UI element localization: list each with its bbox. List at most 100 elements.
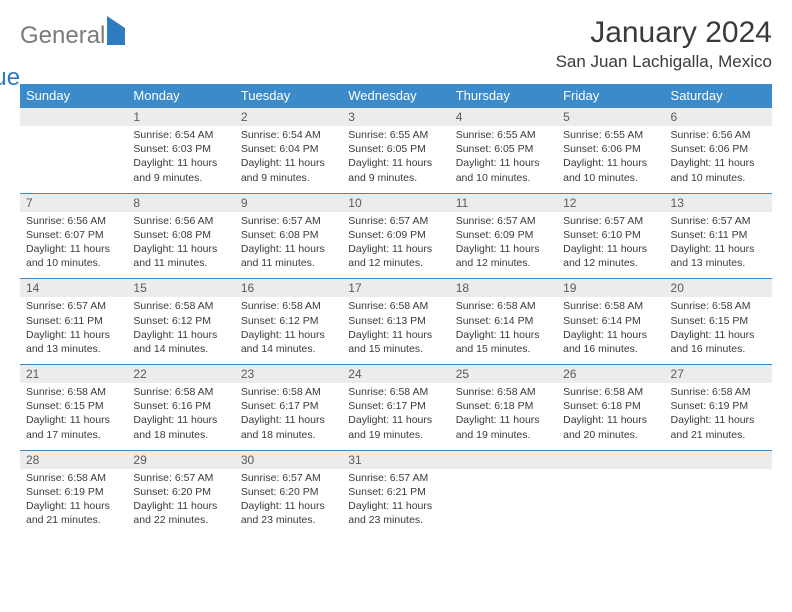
daylight-line: Daylight: 11 hours and 19 minutes. bbox=[456, 413, 551, 441]
sunrise-line: Sunrise: 6:58 AM bbox=[241, 385, 336, 399]
sunrise-line: Sunrise: 6:57 AM bbox=[456, 214, 551, 228]
calendar-cell: 23Sunrise: 6:58 AMSunset: 6:17 PMDayligh… bbox=[235, 365, 342, 451]
sunrise-line: Sunrise: 6:58 AM bbox=[456, 299, 551, 313]
empty-daynum bbox=[20, 108, 127, 126]
calendar-cell: 29Sunrise: 6:57 AMSunset: 6:20 PMDayligh… bbox=[127, 450, 234, 535]
day-number: 27 bbox=[665, 365, 772, 383]
day-details: Sunrise: 6:58 AMSunset: 6:17 PMDaylight:… bbox=[235, 383, 342, 450]
daylight-line: Daylight: 11 hours and 10 minutes. bbox=[456, 156, 551, 184]
sunrise-line: Sunrise: 6:54 AM bbox=[133, 128, 228, 142]
daylight-line: Daylight: 11 hours and 16 minutes. bbox=[563, 328, 658, 356]
day-number: 10 bbox=[342, 194, 449, 212]
daylight-line: Daylight: 11 hours and 15 minutes. bbox=[348, 328, 443, 356]
day-number: 11 bbox=[450, 194, 557, 212]
day-number: 3 bbox=[342, 108, 449, 126]
day-header: Saturday bbox=[665, 84, 772, 108]
day-number: 8 bbox=[127, 194, 234, 212]
sunrise-line: Sunrise: 6:57 AM bbox=[241, 471, 336, 485]
calendar-cell: 2Sunrise: 6:54 AMSunset: 6:04 PMDaylight… bbox=[235, 108, 342, 194]
sunset-line: Sunset: 6:12 PM bbox=[133, 314, 228, 328]
day-details: Sunrise: 6:57 AMSunset: 6:20 PMDaylight:… bbox=[235, 469, 342, 536]
sunset-line: Sunset: 6:11 PM bbox=[26, 314, 121, 328]
daylight-line: Daylight: 11 hours and 9 minutes. bbox=[241, 156, 336, 184]
calendar-cell: 24Sunrise: 6:58 AMSunset: 6:17 PMDayligh… bbox=[342, 365, 449, 451]
calendar-cell: 13Sunrise: 6:57 AMSunset: 6:11 PMDayligh… bbox=[665, 193, 772, 279]
header: General Blue January 2024 San Juan Lachi… bbox=[20, 16, 772, 78]
sunset-line: Sunset: 6:08 PM bbox=[133, 228, 228, 242]
daylight-line: Daylight: 11 hours and 10 minutes. bbox=[563, 156, 658, 184]
sunset-line: Sunset: 6:18 PM bbox=[563, 399, 658, 413]
daylight-line: Daylight: 11 hours and 12 minutes. bbox=[563, 242, 658, 270]
day-number: 19 bbox=[557, 279, 664, 297]
daylight-line: Daylight: 11 hours and 13 minutes. bbox=[671, 242, 766, 270]
sunset-line: Sunset: 6:09 PM bbox=[348, 228, 443, 242]
sunset-line: Sunset: 6:17 PM bbox=[241, 399, 336, 413]
day-number: 25 bbox=[450, 365, 557, 383]
calendar-cell bbox=[450, 450, 557, 535]
sunrise-line: Sunrise: 6:57 AM bbox=[671, 214, 766, 228]
calendar-cell: 12Sunrise: 6:57 AMSunset: 6:10 PMDayligh… bbox=[557, 193, 664, 279]
sunrise-line: Sunrise: 6:57 AM bbox=[26, 299, 121, 313]
month-title: January 2024 bbox=[556, 16, 772, 50]
sunrise-line: Sunrise: 6:58 AM bbox=[241, 299, 336, 313]
calendar-week-row: 21Sunrise: 6:58 AMSunset: 6:15 PMDayligh… bbox=[20, 365, 772, 451]
sunset-line: Sunset: 6:07 PM bbox=[26, 228, 121, 242]
sunset-line: Sunset: 6:15 PM bbox=[671, 314, 766, 328]
sunset-line: Sunset: 6:20 PM bbox=[241, 485, 336, 499]
day-number: 15 bbox=[127, 279, 234, 297]
daylight-line: Daylight: 11 hours and 15 minutes. bbox=[456, 328, 551, 356]
calendar-cell bbox=[557, 450, 664, 535]
calendar-body: 1Sunrise: 6:54 AMSunset: 6:03 PMDaylight… bbox=[20, 108, 772, 536]
calendar-cell: 6Sunrise: 6:56 AMSunset: 6:06 PMDaylight… bbox=[665, 108, 772, 194]
sunset-line: Sunset: 6:13 PM bbox=[348, 314, 443, 328]
sunrise-line: Sunrise: 6:55 AM bbox=[563, 128, 658, 142]
day-details: Sunrise: 6:58 AMSunset: 6:15 PMDaylight:… bbox=[20, 383, 127, 450]
day-number: 22 bbox=[127, 365, 234, 383]
daylight-line: Daylight: 11 hours and 21 minutes. bbox=[26, 499, 121, 527]
sunset-line: Sunset: 6:19 PM bbox=[671, 399, 766, 413]
day-details: Sunrise: 6:58 AMSunset: 6:15 PMDaylight:… bbox=[665, 297, 772, 364]
day-details: Sunrise: 6:58 AMSunset: 6:16 PMDaylight:… bbox=[127, 383, 234, 450]
day-details: Sunrise: 6:58 AMSunset: 6:18 PMDaylight:… bbox=[557, 383, 664, 450]
day-details: Sunrise: 6:57 AMSunset: 6:11 PMDaylight:… bbox=[20, 297, 127, 364]
calendar-week-row: 1Sunrise: 6:54 AMSunset: 6:03 PMDaylight… bbox=[20, 108, 772, 194]
calendar-cell: 7Sunrise: 6:56 AMSunset: 6:07 PMDaylight… bbox=[20, 193, 127, 279]
calendar-week-row: 14Sunrise: 6:57 AMSunset: 6:11 PMDayligh… bbox=[20, 279, 772, 365]
day-details: Sunrise: 6:55 AMSunset: 6:06 PMDaylight:… bbox=[557, 126, 664, 193]
day-details: Sunrise: 6:57 AMSunset: 6:20 PMDaylight:… bbox=[127, 469, 234, 536]
brand-text-general: General bbox=[20, 22, 105, 49]
day-number: 26 bbox=[557, 365, 664, 383]
day-number: 18 bbox=[450, 279, 557, 297]
empty-daynum bbox=[557, 451, 664, 469]
day-details: Sunrise: 6:58 AMSunset: 6:14 PMDaylight:… bbox=[557, 297, 664, 364]
day-number: 6 bbox=[665, 108, 772, 126]
calendar-page: General Blue January 2024 San Juan Lachi… bbox=[0, 0, 792, 551]
calendar-cell: 8Sunrise: 6:56 AMSunset: 6:08 PMDaylight… bbox=[127, 193, 234, 279]
calendar-cell: 30Sunrise: 6:57 AMSunset: 6:20 PMDayligh… bbox=[235, 450, 342, 535]
calendar-cell: 1Sunrise: 6:54 AMSunset: 6:03 PMDaylight… bbox=[127, 108, 234, 194]
calendar-cell: 26Sunrise: 6:58 AMSunset: 6:18 PMDayligh… bbox=[557, 365, 664, 451]
calendar-cell: 18Sunrise: 6:58 AMSunset: 6:14 PMDayligh… bbox=[450, 279, 557, 365]
day-number: 14 bbox=[20, 279, 127, 297]
day-details: Sunrise: 6:58 AMSunset: 6:17 PMDaylight:… bbox=[342, 383, 449, 450]
brand-logo: General Blue bbox=[20, 22, 123, 78]
sunrise-line: Sunrise: 6:57 AM bbox=[563, 214, 658, 228]
calendar-cell: 5Sunrise: 6:55 AMSunset: 6:06 PMDaylight… bbox=[557, 108, 664, 194]
day-number: 2 bbox=[235, 108, 342, 126]
sunrise-line: Sunrise: 6:58 AM bbox=[563, 385, 658, 399]
daylight-line: Daylight: 11 hours and 18 minutes. bbox=[241, 413, 336, 441]
sunset-line: Sunset: 6:15 PM bbox=[26, 399, 121, 413]
daylight-line: Daylight: 11 hours and 22 minutes. bbox=[133, 499, 228, 527]
day-number: 4 bbox=[450, 108, 557, 126]
day-details: Sunrise: 6:58 AMSunset: 6:19 PMDaylight:… bbox=[665, 383, 772, 450]
sunrise-line: Sunrise: 6:58 AM bbox=[133, 299, 228, 313]
calendar-cell: 9Sunrise: 6:57 AMSunset: 6:08 PMDaylight… bbox=[235, 193, 342, 279]
day-number: 1 bbox=[127, 108, 234, 126]
day-number: 23 bbox=[235, 365, 342, 383]
day-details: Sunrise: 6:58 AMSunset: 6:12 PMDaylight:… bbox=[235, 297, 342, 364]
day-details: Sunrise: 6:55 AMSunset: 6:05 PMDaylight:… bbox=[450, 126, 557, 193]
calendar-cell: 25Sunrise: 6:58 AMSunset: 6:18 PMDayligh… bbox=[450, 365, 557, 451]
day-details: Sunrise: 6:58 AMSunset: 6:12 PMDaylight:… bbox=[127, 297, 234, 364]
daylight-line: Daylight: 11 hours and 16 minutes. bbox=[671, 328, 766, 356]
day-number: 16 bbox=[235, 279, 342, 297]
